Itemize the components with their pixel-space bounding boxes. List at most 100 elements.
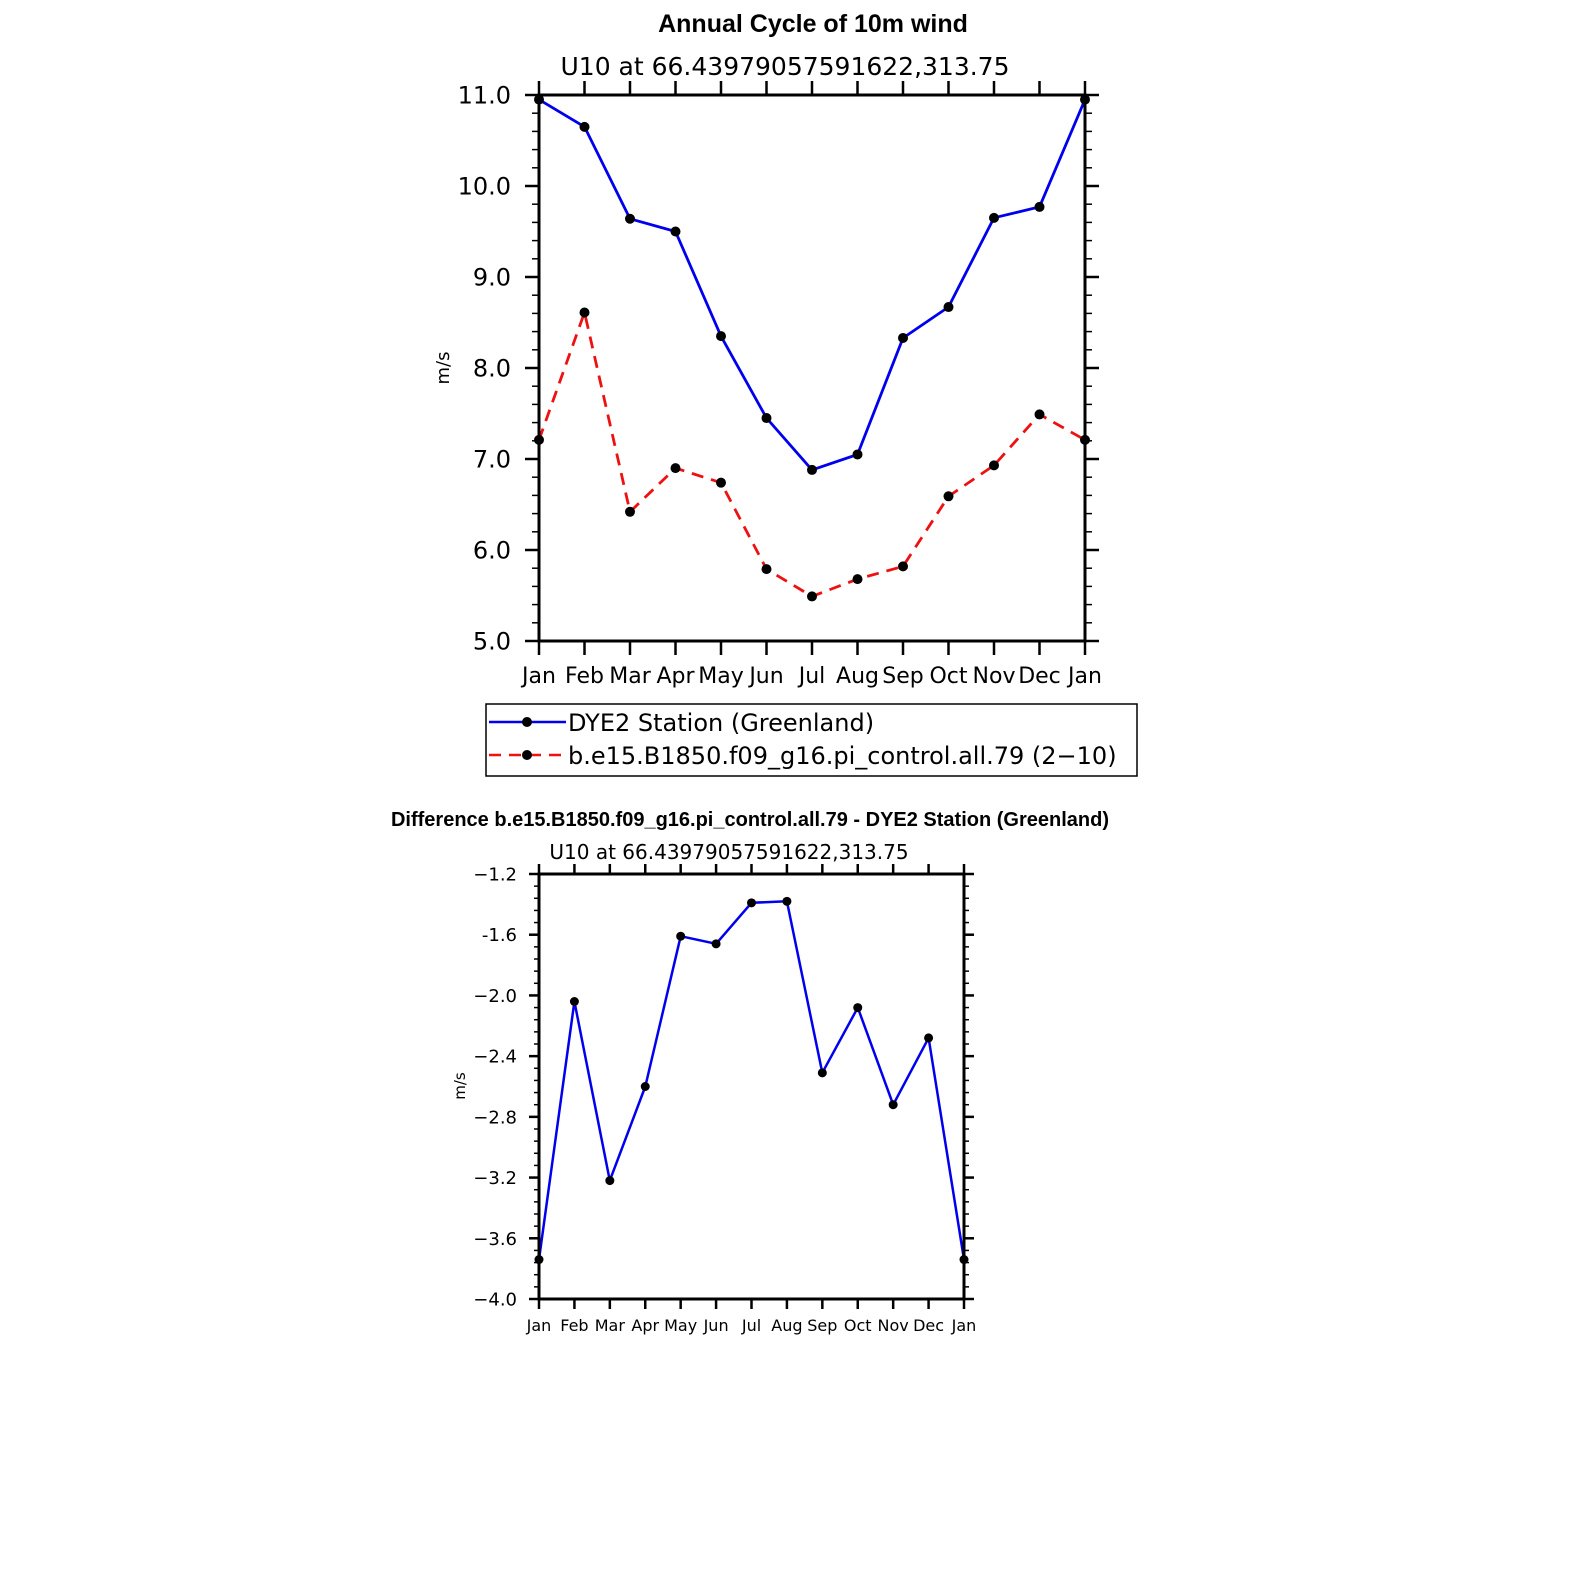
x-tick-label: Feb — [565, 664, 604, 689]
chart1-ylabel: m/s — [433, 352, 454, 385]
data-point — [716, 477, 726, 488]
x-tick-label: Feb — [560, 1316, 588, 1335]
data-point — [852, 449, 863, 460]
series-line-0 — [537, 900, 966, 1260]
data-point — [625, 213, 635, 224]
y-tick-label: 10.0 — [458, 173, 511, 201]
y-tick-label: 8.0 — [473, 355, 511, 383]
chart1-ticks — [525, 81, 1099, 655]
data-point — [676, 931, 686, 941]
x-tick-label: May — [664, 1316, 697, 1335]
legend-box — [485, 703, 1138, 777]
x-tick-label: Oct — [844, 1316, 872, 1335]
chart1-title: Annual Cycle of 10m wind — [658, 10, 968, 38]
legend-marker-dye2 — [522, 717, 532, 727]
y-tick-label: 7.0 — [473, 446, 511, 474]
x-tick-label: Nov — [878, 1316, 909, 1335]
y-tick-label: −2.0 — [473, 986, 517, 1007]
chart1-y-tick-labels: 5.0 6.0 7.0 8.0 9.0 10.0 11.0 — [458, 82, 511, 656]
data-point — [853, 1003, 863, 1013]
y-tick-label: -1.6 — [482, 925, 517, 946]
y-tick-label: −3.6 — [473, 1229, 517, 1250]
x-tick-label: Sep — [807, 1316, 837, 1335]
y-tick-label: −2.8 — [473, 1107, 517, 1128]
x-tick-label: Jun — [747, 664, 783, 689]
x-tick-label: Sep — [882, 664, 923, 689]
data-point — [782, 896, 792, 906]
series-line-0 — [538, 98, 1087, 472]
data-point — [989, 460, 999, 471]
chart2-ylabel: m/s — [451, 1072, 469, 1100]
series-line-1 — [537, 311, 1086, 598]
x-tick-label: Aug — [836, 664, 879, 689]
data-point — [924, 1033, 934, 1043]
x-tick-label: Jul — [741, 1316, 761, 1335]
annual-cycle-chart: Annual Cycle of 10m wind U10 at 66.43979… — [433, 10, 1138, 777]
x-tick-label: Jan — [526, 1316, 552, 1335]
difference-chart: Difference b.e15.B1850.f09_g16.pi_contro… — [391, 809, 1109, 1335]
data-point — [569, 997, 579, 1006]
y-tick-label: −3.2 — [473, 1168, 517, 1189]
x-tick-label: Jul — [797, 664, 826, 689]
chart2-ticks — [529, 864, 974, 1309]
data-point — [1034, 409, 1045, 420]
data-point — [807, 464, 817, 475]
data-point — [605, 1176, 615, 1186]
y-tick-label: 9.0 — [473, 264, 511, 292]
data-point — [579, 307, 590, 318]
chart1-subtitle: U10 at 66.43979057591622,313.75 — [561, 52, 1010, 81]
x-tick-label: Jan — [951, 1316, 977, 1335]
data-point — [579, 121, 590, 132]
chart1-plot-frame — [537, 93, 1087, 643]
y-tick-label: 11.0 — [458, 82, 511, 110]
y-tick-label: −4.0 — [473, 1289, 517, 1310]
data-point — [761, 564, 772, 575]
chart1-series — [534, 94, 1090, 602]
x-tick-label: Apr — [631, 1316, 659, 1335]
data-point — [898, 561, 908, 572]
x-tick-label: Jun — [703, 1316, 729, 1335]
data-point — [670, 226, 681, 237]
x-tick-label: Apr — [656, 664, 695, 689]
x-tick-label: Jan — [1066, 664, 1102, 689]
data-point — [716, 331, 726, 342]
data-point — [670, 463, 681, 474]
chart1-x-tick-labels: Jan Feb Mar Apr May Jun Jul Aug Sep Oct Nov Dec Jan — [520, 664, 1102, 689]
chart2-x-tick-labels: Jan Feb Mar Apr May Jun Jul Aug Sep Oct Nov Dec Jan — [526, 1316, 977, 1335]
data-point — [943, 302, 954, 313]
data-point — [1034, 201, 1045, 212]
data-point — [817, 1068, 827, 1078]
data-point — [943, 491, 954, 502]
legend-label-model: b.e15.B1850.f09_g16.pi_control.all.79 (2… — [568, 742, 1117, 770]
legend-label-dye2: DYE2 Station (Greenland) — [568, 709, 874, 737]
data-point — [711, 939, 721, 949]
x-tick-label: May — [698, 664, 743, 689]
x-tick-label: Dec — [913, 1316, 944, 1335]
x-tick-label: Mar — [595, 1316, 626, 1335]
x-tick-label: Oct — [929, 664, 967, 689]
data-point — [807, 591, 817, 602]
y-tick-label: −1.2 — [473, 864, 517, 885]
chart2-plot-frame — [537, 872, 966, 1301]
y-tick-label: 6.0 — [473, 537, 511, 565]
chart2-y-tick-labels: −4.0 −3.6 −3.2 −2.8 −2.4 −2.0 -1.6 −1.2 — [473, 864, 517, 1310]
chart1-legend: DYE2 Station (Greenland) b.e15.B1850.f09… — [485, 703, 1138, 777]
data-point — [898, 332, 908, 343]
chart2-title: Difference b.e15.B1850.f09_g16.pi_contro… — [391, 809, 1109, 831]
data-point — [625, 506, 635, 517]
legend-marker-model — [522, 750, 532, 760]
data-point — [747, 898, 756, 908]
y-tick-label: −2.4 — [473, 1047, 517, 1068]
x-tick-label: Mar — [609, 664, 651, 689]
data-point — [640, 1082, 650, 1091]
data-point — [989, 212, 999, 223]
chart2-subtitle: U10 at 66.43979057591622,313.75 — [549, 840, 908, 864]
data-point — [852, 574, 863, 585]
x-tick-label: Aug — [771, 1316, 802, 1335]
x-tick-label: Nov — [973, 664, 1016, 689]
x-tick-label: Jan — [520, 664, 556, 689]
data-point — [761, 413, 772, 424]
x-tick-label: Dec — [1018, 664, 1061, 689]
data-point — [888, 1100, 898, 1110]
